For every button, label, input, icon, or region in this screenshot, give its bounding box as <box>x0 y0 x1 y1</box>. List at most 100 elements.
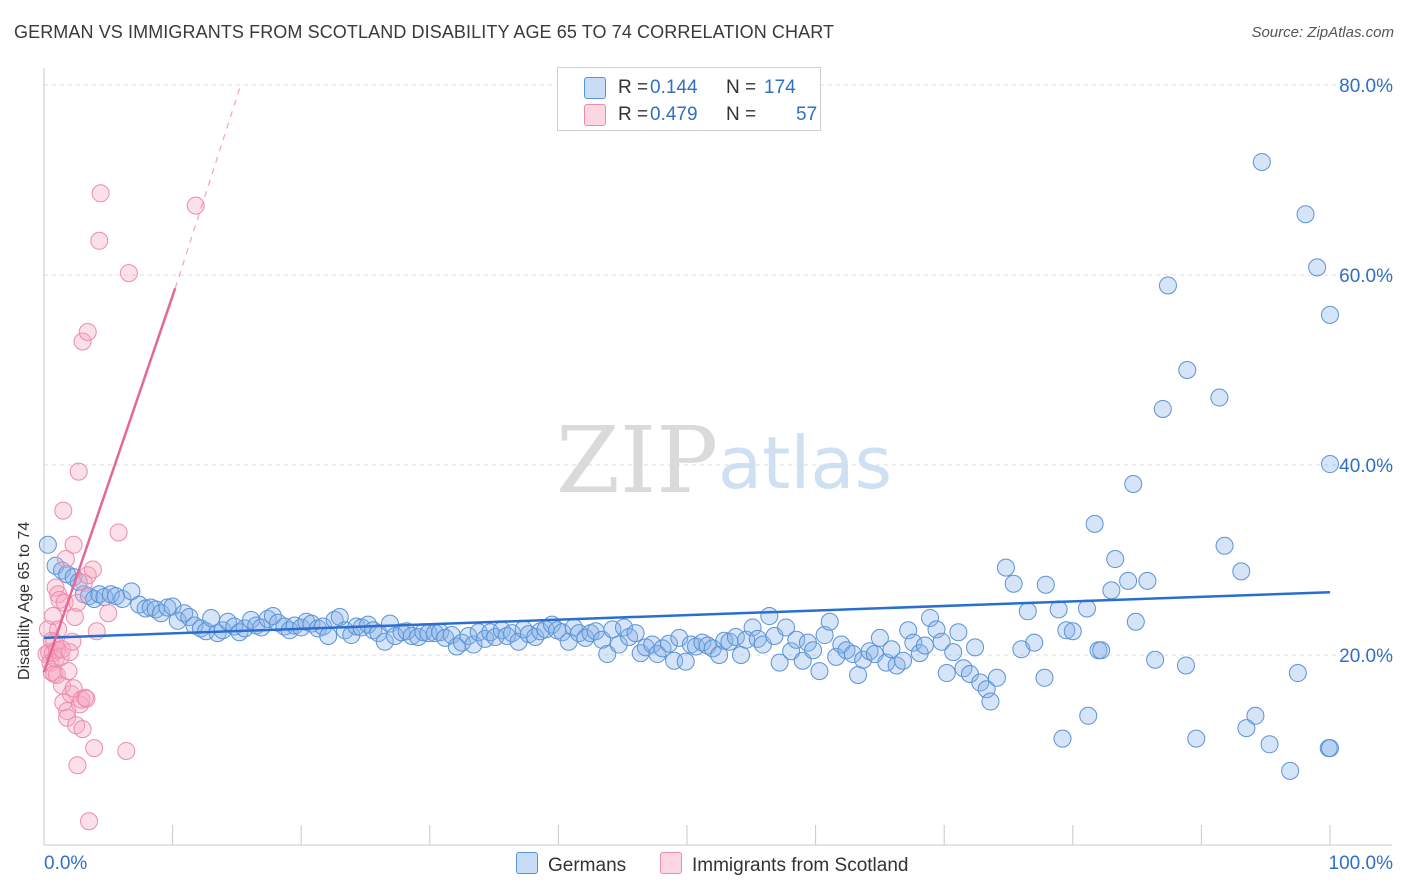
german-point <box>481 623 500 642</box>
bottom-legend-swatch-germans <box>516 852 538 874</box>
german-point <box>870 628 889 647</box>
german-point <box>392 623 411 642</box>
german-point <box>743 618 762 637</box>
scotland-point <box>60 643 79 662</box>
scotland-point <box>47 665 66 684</box>
german-point <box>1252 152 1271 171</box>
german-point <box>860 642 879 661</box>
german-point <box>1049 600 1068 619</box>
german-trend-line <box>43 591 1331 640</box>
german-point <box>1035 668 1054 687</box>
scotland-point <box>80 812 99 831</box>
legend-swatch-germans <box>584 77 606 99</box>
scotland-point <box>78 323 97 341</box>
german-point <box>693 633 712 652</box>
scotland-point <box>59 662 78 681</box>
german-point <box>158 598 177 617</box>
german-point <box>409 627 428 646</box>
german-point <box>777 618 796 637</box>
german-point <box>1077 599 1096 618</box>
german-point <box>915 636 934 655</box>
german-point <box>319 627 338 645</box>
german-point <box>1176 656 1195 675</box>
german-point <box>1210 388 1229 407</box>
german-point <box>653 639 672 658</box>
german-point <box>1296 205 1315 224</box>
scotland-point <box>56 550 75 569</box>
scotland-point <box>119 264 138 283</box>
scotland-point <box>109 523 128 542</box>
german-point <box>1057 621 1076 640</box>
scotland-point <box>76 688 95 707</box>
german-point <box>810 662 829 681</box>
scotland-point <box>73 720 92 739</box>
german-point <box>497 627 516 645</box>
bottom-legend-germans: Germans <box>516 852 626 877</box>
german-point <box>1085 514 1104 533</box>
y-tick-label: 60.0% <box>1339 266 1393 287</box>
scotland-point <box>51 647 70 666</box>
y-tick-label: 20.0% <box>1339 646 1393 667</box>
german-point <box>820 612 839 631</box>
german-point <box>1288 664 1307 683</box>
watermark-zip: ZIP <box>556 407 718 514</box>
scotland-point <box>83 560 102 579</box>
german-point <box>670 628 689 647</box>
scotland-point <box>186 196 205 215</box>
bottom-legend-label-scotland: Immigrants from Scotland <box>692 855 909 876</box>
german-point <box>1079 706 1098 725</box>
german-point <box>1126 612 1145 631</box>
german-point <box>710 646 729 664</box>
german-point <box>944 643 963 662</box>
bottom-legend-scotland: Immigrants from Scotland <box>660 852 908 877</box>
tick-labels: 20.0% 40.0% 60.0% 80.0% 0.0% 100.0% <box>44 76 1393 874</box>
legend-r-value: 0.144 <box>650 77 698 98</box>
scotland-point <box>68 756 87 775</box>
legend-n-value: 174 <box>764 77 796 98</box>
german-point <box>452 633 471 652</box>
trend-lines <box>42 84 1331 673</box>
bottom-legend-label-germans: Germans <box>548 855 627 876</box>
german-point <box>1092 641 1111 660</box>
scotland-point <box>65 608 84 626</box>
german-point <box>981 692 1000 711</box>
german-point <box>1321 455 1339 474</box>
german-point <box>1232 562 1251 581</box>
legend-r-label: R = <box>618 77 649 98</box>
german-point <box>1146 650 1165 669</box>
german-point <box>770 653 789 672</box>
german-point <box>626 624 645 643</box>
german-point <box>603 620 622 639</box>
scotland-point <box>85 739 104 758</box>
german-point <box>676 652 695 671</box>
source-note: Source: ZipAtlas.com <box>1251 24 1394 41</box>
scotland-point <box>64 535 83 554</box>
german-point <box>1215 536 1234 555</box>
german-point <box>932 632 951 651</box>
scotland-point <box>90 231 109 250</box>
german-point <box>1018 602 1037 621</box>
german-point <box>1063 622 1082 641</box>
german-point <box>882 640 901 659</box>
german-point <box>659 634 678 653</box>
german-point <box>38 535 57 554</box>
german-point <box>1321 739 1339 758</box>
german-point <box>1178 361 1197 379</box>
german-point <box>987 668 1006 687</box>
german-point <box>202 608 221 627</box>
german-point <box>1237 719 1256 738</box>
scotland-point <box>77 689 96 708</box>
scotland-point <box>78 566 97 585</box>
german-point <box>526 627 545 646</box>
german-point <box>787 630 806 649</box>
german-point <box>1124 475 1143 493</box>
german-point <box>937 664 956 683</box>
watermark-atlas: atlas <box>718 421 892 505</box>
german-point <box>113 589 132 608</box>
german-point <box>949 623 968 642</box>
german-point <box>849 665 868 684</box>
german-point <box>614 618 633 637</box>
german-point <box>921 608 940 627</box>
legend-n-label: N = <box>726 104 757 125</box>
